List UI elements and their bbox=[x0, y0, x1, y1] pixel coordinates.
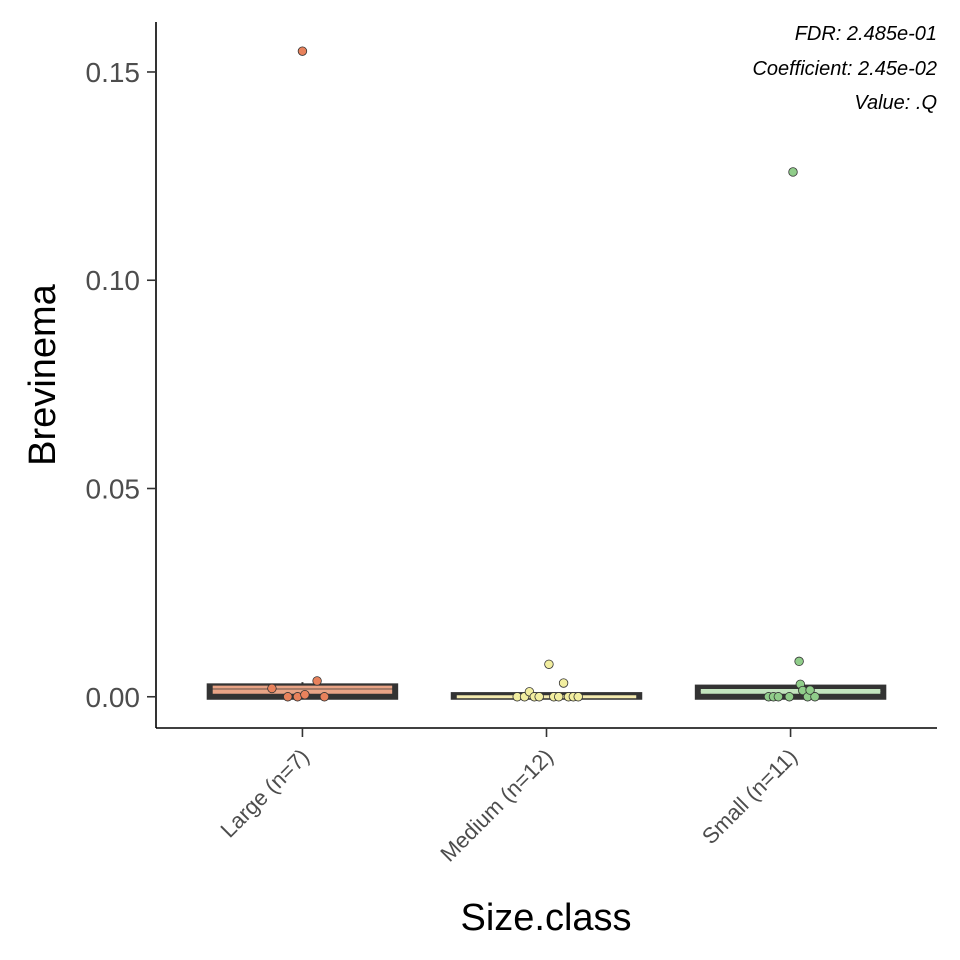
x-axis-ticks: Large (n=7) Medium (n=12) Small (n=11) bbox=[215, 728, 802, 867]
y-tick-label: 0.00 bbox=[86, 682, 141, 713]
plot-marks bbox=[206, 46, 887, 702]
data-point bbox=[573, 692, 583, 702]
data-point bbox=[554, 692, 564, 702]
box-group bbox=[694, 167, 887, 702]
box-group bbox=[450, 659, 643, 702]
box-group bbox=[206, 46, 399, 702]
y-tick-label: 0.15 bbox=[86, 57, 141, 88]
y-tick-label: 0.10 bbox=[86, 265, 141, 296]
data-point bbox=[805, 685, 815, 695]
y-tick-label: 0.05 bbox=[86, 474, 141, 505]
axes bbox=[155, 22, 937, 729]
data-point bbox=[297, 46, 308, 56]
data-point bbox=[784, 692, 795, 702]
data-point bbox=[558, 678, 569, 688]
data-point bbox=[283, 692, 293, 702]
data-point bbox=[544, 659, 554, 669]
data-point bbox=[810, 692, 820, 702]
annotation-block: FDR: 2.485e-01 Coefficient: 2.45e-02 Val… bbox=[752, 23, 937, 114]
x-tick-label: Small (n=11) bbox=[697, 744, 802, 849]
annotation-value: Value: .Q bbox=[854, 92, 937, 114]
x-tick-label: Large (n=7) bbox=[215, 744, 314, 843]
data-point bbox=[300, 689, 310, 700]
annotation-coefficient: Coefficient: 2.45e-02 bbox=[752, 58, 937, 80]
data-point bbox=[312, 676, 322, 686]
data-point bbox=[788, 167, 798, 177]
x-axis-title: Size.class bbox=[460, 897, 631, 939]
data-point bbox=[773, 692, 784, 702]
annotation-fdr: FDR: 2.485e-01 bbox=[795, 23, 937, 45]
data-point bbox=[267, 683, 277, 694]
data-point bbox=[534, 692, 544, 702]
y-axis-ticks: 0.00 0.05 0.10 0.15 bbox=[86, 57, 156, 713]
y-axis-title: Brevinema bbox=[22, 283, 64, 465]
x-tick-label: Medium (n=12) bbox=[435, 744, 558, 867]
data-point bbox=[794, 656, 804, 667]
data-point bbox=[319, 692, 330, 702]
